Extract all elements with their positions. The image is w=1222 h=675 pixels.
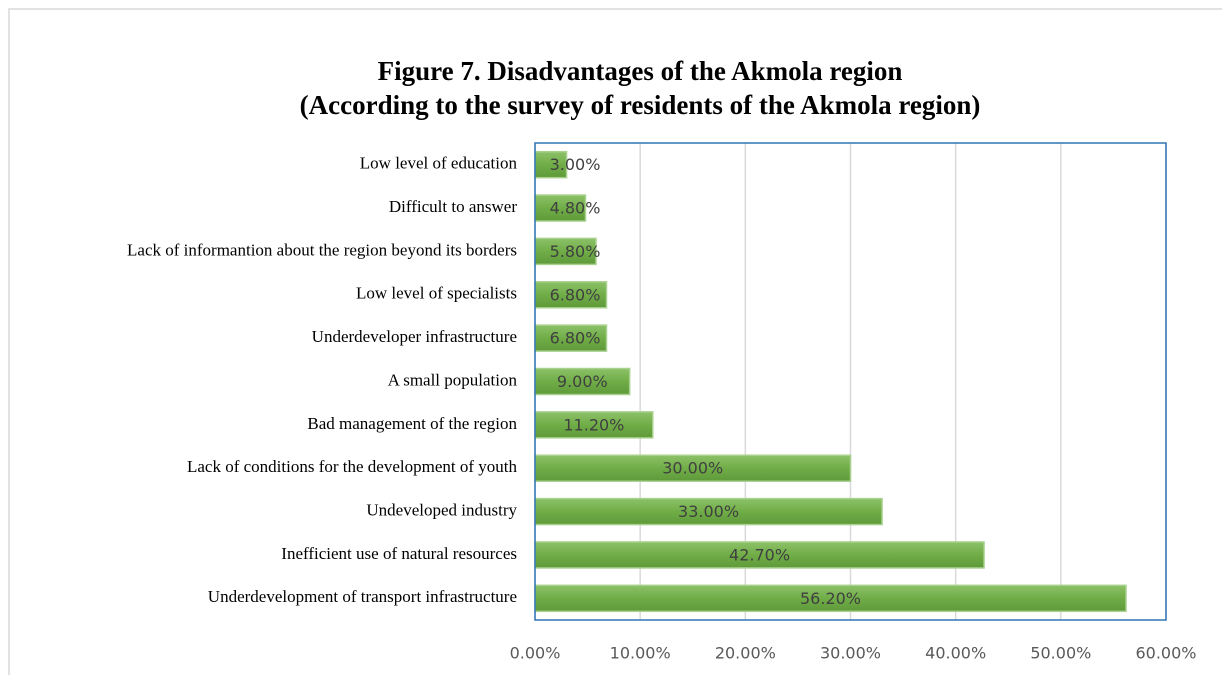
y-tick-label: Inefficient use of natural resources (281, 544, 517, 563)
bar (534, 497, 883, 526)
x-tick-label: 30.00% (820, 644, 881, 663)
bar (534, 584, 1127, 613)
y-tick-label: Undeveloped industry (366, 500, 517, 519)
value-label: 33.00% (678, 502, 739, 521)
y-tick-label: Underdeveloper infrastructure (312, 327, 517, 346)
bar (534, 454, 852, 482)
x-tick-label: 60.00% (1135, 644, 1196, 663)
bar (534, 194, 587, 222)
bar (534, 411, 654, 439)
y-tick-label: A small population (388, 370, 518, 389)
bar (534, 367, 631, 396)
y-tick-label: Difficult to answer (389, 197, 517, 216)
chart-title: Figure 7. Disadvantages of the Akmola re… (378, 56, 903, 86)
plot-border (534, 142, 1167, 621)
value-label: 9.00% (557, 372, 608, 391)
x-tick-label: 40.00% (925, 644, 986, 663)
chart-subtitle: (According to the survey of residents of… (300, 90, 981, 120)
bar (534, 237, 597, 266)
y-tick-label: Bad management of the region (307, 414, 517, 433)
y-tick-label: Low level of specialists (356, 284, 517, 303)
value-label: 11.20% (563, 415, 624, 434)
value-label: 6.80% (550, 285, 601, 304)
value-label: 6.80% (550, 329, 601, 348)
x-tick-label: 20.00% (715, 644, 776, 663)
bar (534, 324, 608, 352)
value-label: 56.20% (800, 589, 861, 608)
y-tick-label: Lack of conditions for the development o… (187, 457, 517, 476)
bar (534, 541, 985, 569)
x-tick-label: 10.00% (610, 644, 671, 663)
bar (534, 281, 608, 309)
value-label: 30.00% (662, 459, 723, 478)
frame (8, 8, 1222, 675)
x-tick-label: 50.00% (1030, 644, 1091, 663)
value-label: 42.70% (729, 545, 790, 564)
y-tick-label: Underdevelopment of transport infrastruc… (208, 587, 517, 606)
value-label: 3.00% (550, 155, 601, 174)
x-tick-label: 0.00% (510, 644, 561, 663)
value-label: 5.80% (550, 242, 601, 261)
value-label: 4.80% (550, 199, 601, 218)
y-tick-label: Low level of education (360, 154, 518, 173)
y-tick-label: Lack of informantion about the region be… (127, 240, 517, 259)
